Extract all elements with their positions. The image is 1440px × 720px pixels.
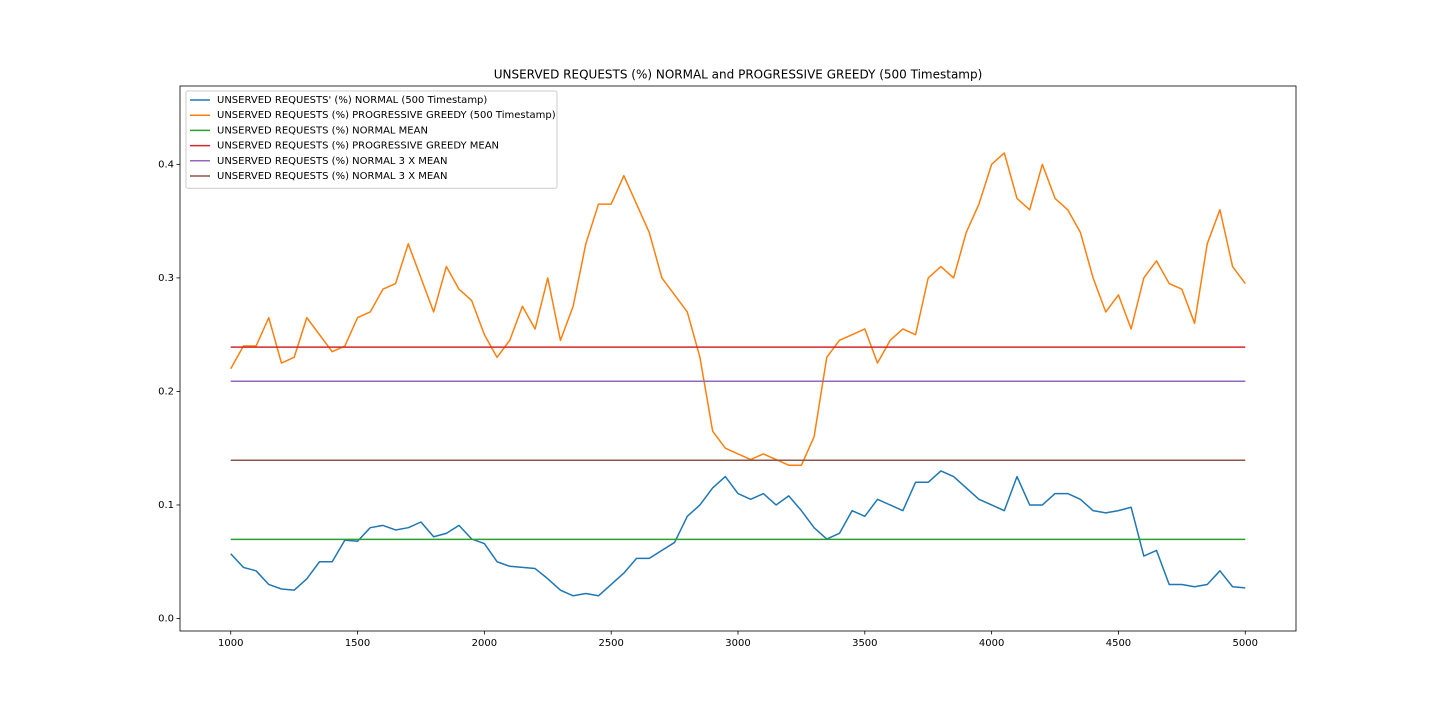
- legend-box: [185, 90, 558, 189]
- x-tick-label: 3500: [852, 638, 877, 649]
- legend-label: UNSERVED REQUESTS (%) NORMAL 3 X MEAN: [217, 156, 448, 167]
- legend-label: UNSERVED REQUESTS (%) NORMAL 3 X MEAN: [217, 171, 448, 182]
- x-tick-label: 5000: [1233, 638, 1258, 649]
- legend-label: UNSERVED REQUESTS (%) NORMAL MEAN: [217, 125, 428, 136]
- chart-title: UNSERVED REQUESTS (%) NORMAL and PROGRES…: [494, 68, 983, 82]
- data-line: [230, 152, 1246, 466]
- legend-label: UNSERVED REQUESTS (%) PROGRESSIVE GREEDY…: [217, 141, 499, 152]
- x-tick-label: 4500: [1106, 638, 1131, 649]
- legend-label: UNSERVED REQUESTS (%) PROGRESSIVE GREEDY…: [217, 110, 556, 121]
- x-tick-label: 4000: [979, 638, 1004, 649]
- x-tick-label: 1000: [218, 638, 243, 649]
- data-line: [230, 470, 1246, 597]
- y-tick-label: 0.2: [158, 386, 174, 397]
- legend-label: UNSERVED REQUESTS' (%) NORMAL (500 Times…: [217, 95, 487, 106]
- x-tick-label: 2000: [472, 638, 497, 649]
- y-tick-label: 0.0: [158, 614, 174, 625]
- x-tick-label: 3000: [725, 638, 750, 649]
- y-tick-label: 0.3: [158, 273, 174, 284]
- y-tick-label: 0.1: [158, 500, 174, 511]
- plot-frame: [179, 85, 1297, 632]
- y-tick-label: 0.4: [158, 159, 174, 170]
- x-tick-label: 2500: [598, 638, 623, 649]
- x-tick-label: 1500: [345, 638, 370, 649]
